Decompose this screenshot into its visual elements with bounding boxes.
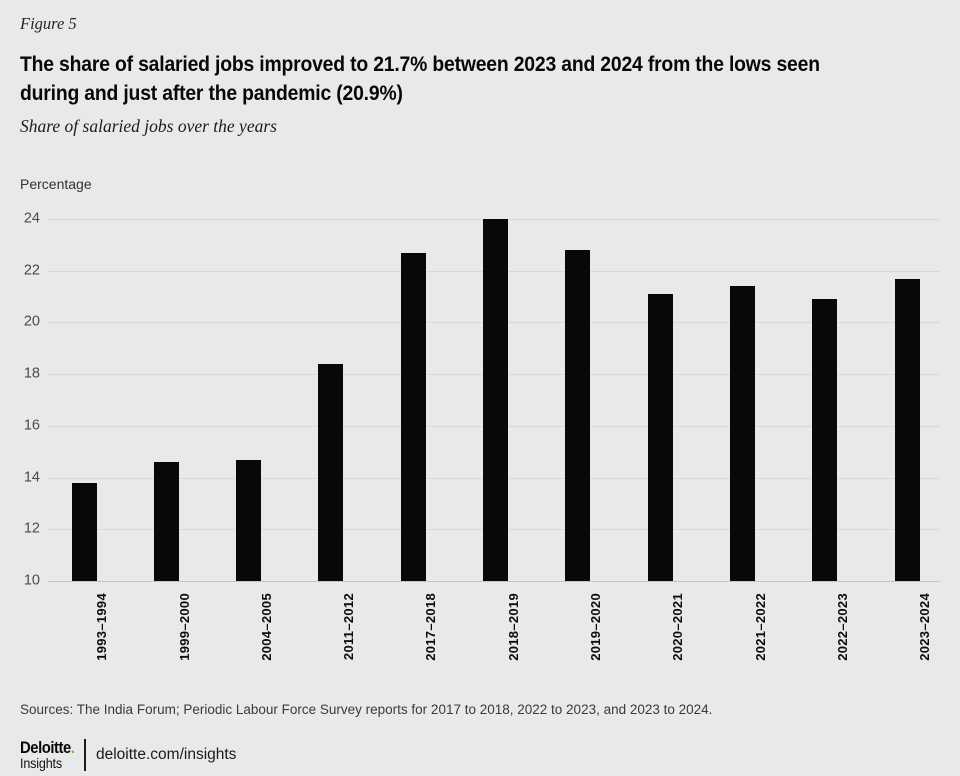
deloitte-insights-logo: Deloitte. Insights xyxy=(20,740,75,771)
bar-2022–2023 xyxy=(812,299,838,581)
x-tick-label: 2018–2019 xyxy=(505,593,521,661)
y-tick-label: 20 xyxy=(23,314,40,331)
x-axis-baseline xyxy=(48,581,940,582)
footer-divider xyxy=(84,739,86,771)
brand-name: Deloitte xyxy=(20,739,71,757)
y-tick-label: 10 xyxy=(23,572,40,589)
bar-2004–2005 xyxy=(236,459,262,581)
x-tick-label: 2020–2021 xyxy=(670,593,686,661)
sources-note: Sources: The India Forum; Periodic Labou… xyxy=(20,702,713,717)
x-tick-label: 2023–2024 xyxy=(917,593,932,661)
bar-1999–2000 xyxy=(153,462,179,581)
footer-url-link[interactable]: deloitte.com/insights xyxy=(96,746,237,763)
x-tick-label: 2017–2018 xyxy=(423,593,439,661)
bar-2018–2019 xyxy=(483,219,508,581)
y-tick-label: 16 xyxy=(23,417,40,434)
bar-2011–2012 xyxy=(318,363,344,581)
brand-wordmark: Deloitte. xyxy=(20,739,75,757)
x-tick-label: 1993–1994 xyxy=(94,593,109,661)
bar-2021–2022 xyxy=(729,286,755,581)
figure-subtitle: Share of salaried jobs over the years xyxy=(20,116,277,136)
x-tick-label: 2022–2023 xyxy=(834,593,850,661)
brand-green-dot: . xyxy=(70,739,75,757)
y-tick-label: 18 xyxy=(23,365,40,382)
y-tick-label: 22 xyxy=(23,262,40,279)
x-tick-label: 2019–2020 xyxy=(587,593,603,661)
y-tick-label: 14 xyxy=(23,469,40,486)
bar-1993–1994 xyxy=(71,482,97,581)
bar-2023–2024 xyxy=(894,278,920,581)
brand-insights-label: Insights xyxy=(20,755,62,771)
y-axis-title: Percentage xyxy=(20,176,92,192)
bar-2020–2021 xyxy=(647,294,673,581)
bar-2019–2020 xyxy=(565,250,591,581)
y-tick-label: 24 xyxy=(23,210,40,227)
y-tick-label: 12 xyxy=(23,520,40,537)
figure-label: Figure 5 xyxy=(20,14,77,33)
bar-chart-plot-area: 10 12 14 16 18 20 22 24 1993–1994 1999–2000 2004–2… xyxy=(24,211,940,661)
bar-2017–2018 xyxy=(400,252,426,581)
figure-title: The share of salaried jobs improved to 2… xyxy=(20,52,820,105)
x-tick-label: 2011–2012 xyxy=(340,593,356,661)
x-tick-label: 1999–2000 xyxy=(176,593,192,661)
x-tick-label: 2004–2005 xyxy=(258,593,274,661)
x-tick-label: 2021–2022 xyxy=(752,593,768,661)
